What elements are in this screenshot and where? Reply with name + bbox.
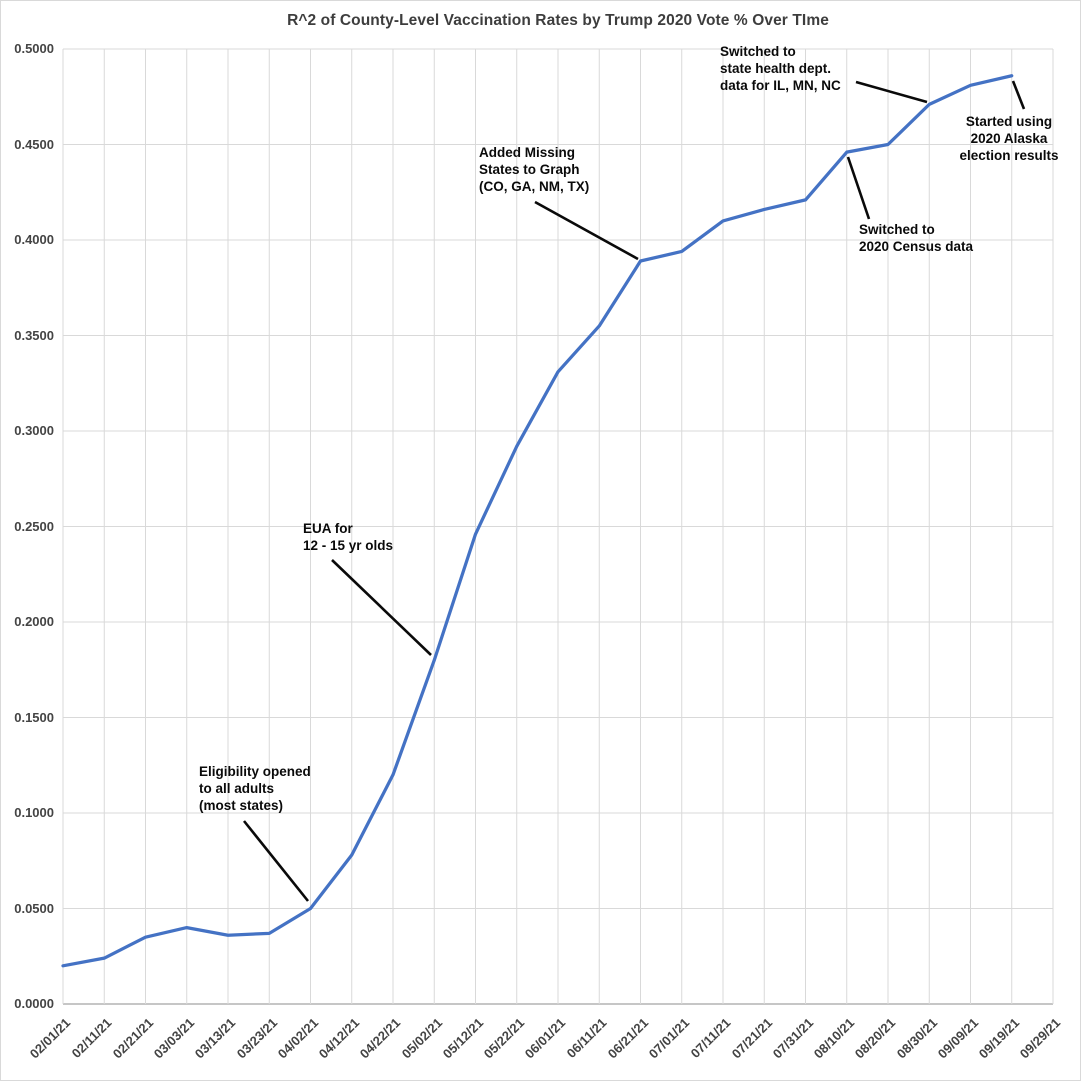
y-axis-tick-label: 0.4000 bbox=[14, 232, 54, 247]
annotation-label: Switched to state health dept. data for … bbox=[720, 44, 841, 93]
r2-trend-line bbox=[61, 74, 1014, 968]
annotation-leader-line bbox=[242, 820, 310, 902]
chart-title: R^2 of County-Level Vaccination Rates by… bbox=[287, 12, 829, 29]
annotation-leader-line bbox=[1011, 80, 1026, 110]
y-axis-tick-label: 0.5000 bbox=[14, 41, 54, 56]
y-axis-tick-label: 0.2500 bbox=[14, 518, 54, 534]
y-axis-tick-label: 0.1000 bbox=[14, 805, 54, 820]
y-axis-tick-label: 0.0500 bbox=[14, 900, 54, 916]
annotation-label: Eligibility opened to all adults (most s… bbox=[199, 764, 311, 813]
annotation-leader-line bbox=[534, 200, 639, 261]
annotation-label: EUA for 12 - 15 yr olds bbox=[303, 521, 394, 553]
annotation-leader-line bbox=[846, 156, 871, 220]
annotation-leader-line bbox=[855, 80, 928, 104]
y-axis-tick-label: 0.1500 bbox=[14, 709, 54, 725]
y-axis-tick-label: 0.2000 bbox=[14, 614, 54, 629]
y-axis-tick-label: 0.0000 bbox=[14, 996, 54, 1011]
y-axis-tick-label: 0.3000 bbox=[14, 423, 54, 438]
annotation-leader-line bbox=[331, 559, 432, 656]
annotation-label: Added Missing States to Graph (CO, GA, N… bbox=[479, 145, 590, 194]
y-axis-tick-label: 0.4500 bbox=[14, 136, 54, 152]
y-axis-tick-label: 0.3500 bbox=[14, 327, 54, 343]
annotation-label: Started using 2020 Alaska election resul… bbox=[959, 114, 1059, 163]
annotation-label: Switched to 2020 Census data bbox=[859, 222, 974, 254]
